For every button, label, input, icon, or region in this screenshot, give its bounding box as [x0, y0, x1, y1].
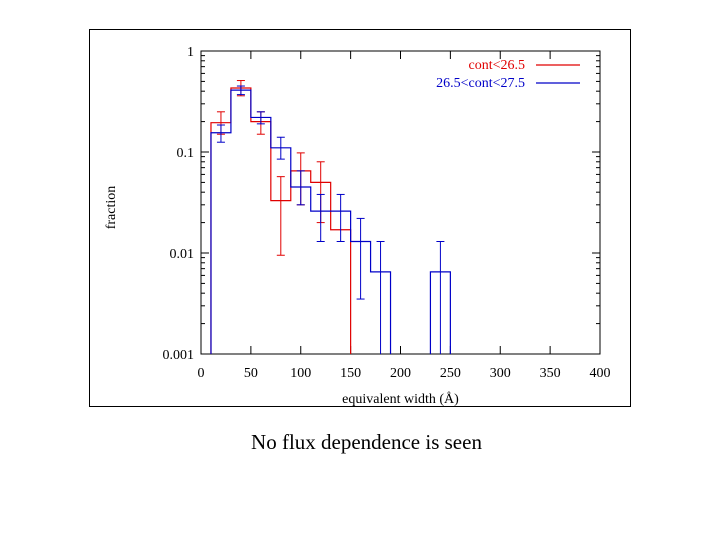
slide-caption: No flux dependence is seen: [251, 430, 482, 454]
legend-label: 26.5<cont<27.5: [436, 76, 525, 91]
y-tick-label: 0.01: [170, 247, 195, 262]
x-tick-label: 250: [440, 366, 461, 381]
x-tick-label: 100: [290, 366, 311, 381]
x-axis-label: equivalent width (Å): [342, 391, 459, 407]
legend-label: cont<26.5: [469, 58, 526, 73]
x-tick-label: 400: [590, 366, 611, 381]
x-tick-label: 50: [244, 366, 258, 381]
y-tick-label: 0.1: [177, 146, 195, 161]
x-tick-label: 350: [540, 366, 561, 381]
y-tick-label: 1: [187, 45, 194, 60]
y-axis-label: fraction: [104, 186, 119, 230]
x-tick-label: 0: [198, 366, 205, 381]
x-tick-label: 200: [390, 366, 411, 381]
y-tick-label: 0.001: [163, 348, 195, 363]
plot-area-border: [200, 50, 601, 355]
x-tick-label: 300: [490, 366, 511, 381]
histogram-chart: 0.001 0.01 0.1 1 0 50 100 150 200 250 300 350 400 equ…: [104, 45, 611, 407]
x-tick-label: 150: [340, 366, 361, 381]
